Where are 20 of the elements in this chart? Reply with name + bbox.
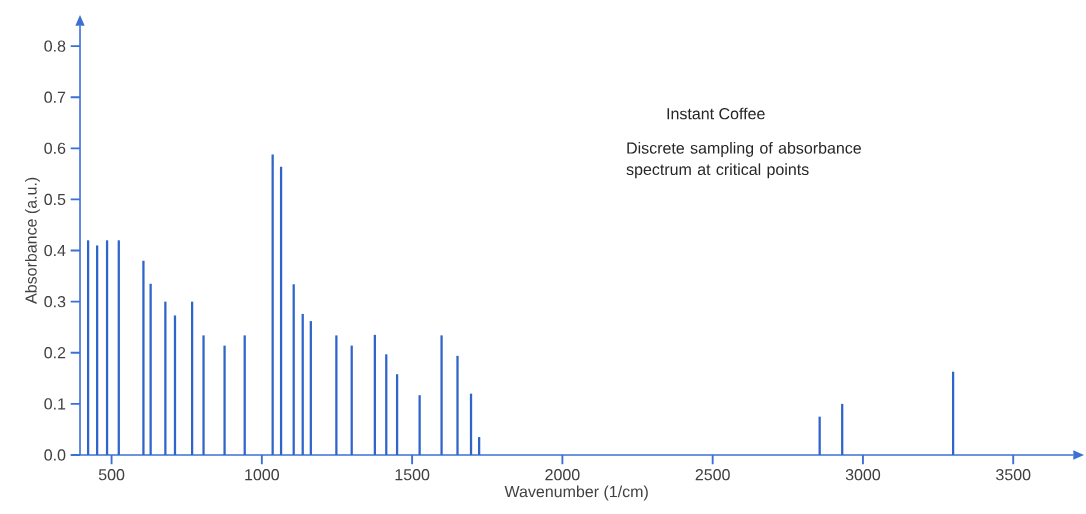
x-tick-label: 1000	[245, 469, 280, 481]
x-tick-label: 2500	[695, 469, 730, 481]
text: Discrete sampling of absorbance spectrum at critical points	[626, 142, 861, 179]
y-tick-label: 0.5	[44, 193, 66, 206]
y-tick-label: 0.8	[44, 40, 66, 52]
y-tick-label: 0.1	[44, 398, 66, 410]
y-tick-label: 0.0	[44, 449, 66, 461]
y-tick-label: 0.7	[44, 91, 66, 103]
x-tick-label: 2000	[545, 469, 580, 481]
y-tick-label: 0.6	[44, 142, 66, 154]
y-tick-label: 0.4	[44, 244, 66, 257]
x-tick-label: 1500	[395, 469, 430, 481]
text: Instant Coffee	[667, 107, 765, 120]
x-tick-label: 3000	[845, 469, 881, 481]
x-axis-title: Wavenumber (1/cm)	[504, 485, 648, 501]
x-tick-label: 500	[98, 469, 125, 481]
x-tick-label: 3500	[996, 469, 1031, 481]
y-axis-title: Absorbance (a.u.)	[25, 177, 40, 304]
y-tick-label: 0.3	[44, 296, 66, 308]
y-tick-label: 0.2	[44, 347, 66, 359]
